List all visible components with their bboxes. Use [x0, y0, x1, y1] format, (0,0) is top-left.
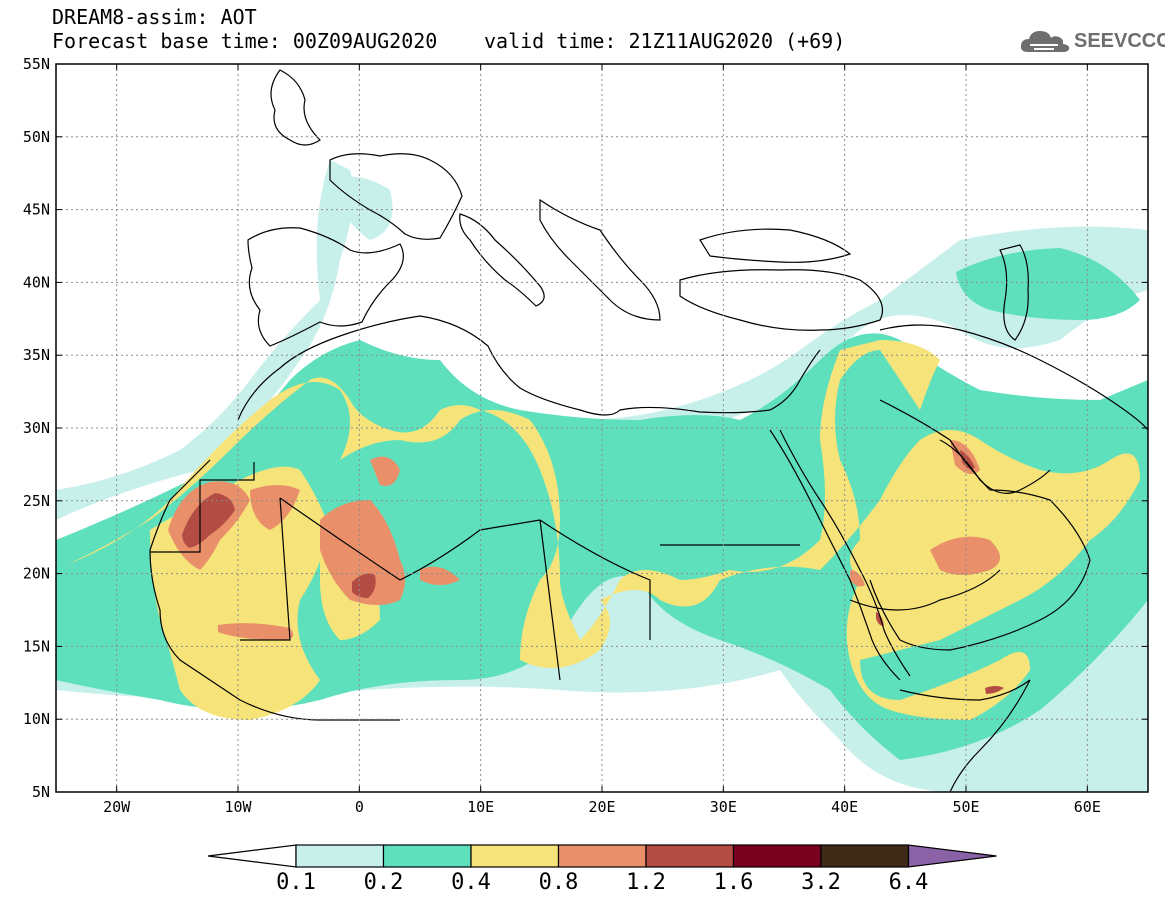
lon-tick-label: 30E: [710, 798, 737, 816]
lat-tick-label: 55N: [23, 55, 50, 73]
valid-time: valid time: 21Z11AUG2020 (+69): [484, 29, 846, 53]
colorbar-box: [732, 844, 822, 868]
lon-tick-label: 0: [355, 798, 364, 816]
seevccc-logo: SEEVCCC: [1018, 26, 1165, 56]
lon-tick-label: 20E: [588, 798, 615, 816]
lat-tick-label: 15N: [23, 637, 50, 655]
colorbar-overflow: [907, 844, 997, 868]
forecast-base-time: Forecast base time: 00Z09AUG2020: [52, 29, 438, 53]
aot-band-1.2-1.6: [182, 450, 1004, 694]
colorbar-box: [382, 844, 472, 868]
lon-tick-label: 50E: [952, 798, 979, 816]
colorbar-box: [295, 844, 385, 868]
latitude-ticks: [56, 63, 1148, 793]
cloud-icon: [1020, 31, 1070, 52]
lat-tick-label: 50N: [23, 128, 50, 146]
colorbar-label: 0.2: [364, 870, 404, 895]
lat-tick-label: 45N: [23, 201, 50, 219]
logo-text: SEEVCCC: [1074, 30, 1165, 52]
colorbar-label: 1.6: [714, 870, 754, 895]
lon-tick-label: 60E: [1074, 798, 1101, 816]
colorbar-label: 0.8: [539, 870, 579, 895]
latitude-labels: 5N 10N 15N 20N 25N 30N 35N 40N 45N 50N 55N: [23, 55, 50, 801]
colorbar-box: [645, 844, 735, 868]
graticule: [56, 64, 1148, 792]
lat-tick-label: 5N: [32, 783, 50, 801]
lon-tick-label: 10E: [467, 798, 494, 816]
longitude-labels: 20W 10W 0 10E 20E 30E 40E 50E 60E: [103, 798, 1101, 816]
lat-tick-label: 20N: [23, 565, 50, 583]
lat-tick-label: 10N: [23, 710, 50, 728]
lon-tick-label: 10W: [224, 798, 252, 816]
lat-tick-label: 25N: [23, 492, 50, 510]
colorbar-box: [557, 844, 647, 868]
colorbar-label: 1.2: [626, 870, 666, 895]
lon-tick-label: 20W: [103, 798, 131, 816]
colorbar-label: 0.4: [451, 870, 491, 895]
colorbar-label: 6.4: [889, 870, 929, 895]
coastlines: [149, 69, 1148, 792]
chart-title: DREAM8-assim: AOT: [52, 5, 257, 29]
lat-tick-label: 30N: [23, 419, 50, 437]
colorbar-label: 3.2: [801, 870, 841, 895]
longitude-ticks: [116, 64, 1088, 792]
colorbar-underflow: [207, 844, 297, 868]
lat-tick-label: 40N: [23, 273, 50, 291]
colorbar-label: 0.1: [276, 870, 316, 895]
colorbar-box: [820, 844, 910, 868]
colorbar-box: [470, 844, 560, 868]
lat-tick-label: 35N: [23, 346, 50, 364]
lon-tick-label: 40E: [831, 798, 858, 816]
